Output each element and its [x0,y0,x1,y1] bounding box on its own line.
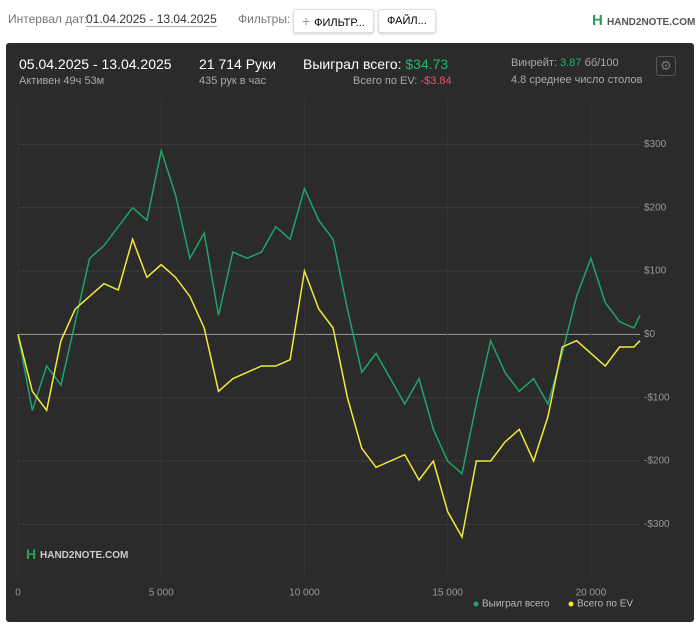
winrate-label: Винрейт: [511,57,558,69]
period: 05.04.2025 - 13.04.2025 [19,56,172,72]
hands: 21 714 Руки [199,56,276,72]
y-tick-label: -$100 [644,392,670,403]
logo: H HAND2NOTE.COM [592,12,696,29]
legend-label: Всего по EV [577,599,633,610]
active: Активен 49ч 53м [19,75,105,87]
series-line [17,147,641,476]
date-label: Интервал дат: [8,12,88,26]
y-tick-label: -$300 [644,519,670,530]
won-label: Выиграл всего: [303,56,402,72]
y-tick-label: -$200 [644,456,670,467]
x-tick-label: 0 [15,588,21,599]
x-tick-label: 10 000 [289,588,320,599]
series-line [17,236,641,540]
settings-button[interactable]: ⚙ [656,56,676,76]
y-tick-label: $300 [644,139,667,150]
y-tick-label: $100 [644,266,667,277]
winrate-value: 3.87 [560,57,582,69]
legend-label: Выиграл всего [482,599,550,610]
x-tick-label: 5 000 [149,588,174,599]
filters-label: Фильтры: [238,12,291,26]
x-tick-label: 20 000 [576,588,607,599]
ev-label: Всего по EV: [353,75,418,87]
winrate: Винрейт: 3.87 бб/100 [511,57,619,69]
chart: H HAND2NOTE.COM $300 $200 $100 $0 -$100 -$200… [15,100,670,610]
legend-marker [473,601,479,607]
x-tick-label: 15 000 [432,588,463,599]
y-tick-label: $0 [644,329,656,340]
y-tick-label: $200 [644,202,667,213]
date-range[interactable]: 01.04.2025 - 13.04.2025 [86,12,217,27]
ev-value: -$3.84 [420,75,452,87]
logo-text: HAND2NOTE.COM [607,17,696,28]
filter-button-text: ФИЛЬТР... [314,17,365,29]
chart-panel: 05.04.2025 - 13.04.2025 Активен 49ч 53м … [6,43,694,622]
won: Выиграл всего: $34.73 [303,56,448,72]
legend-marker [568,601,574,607]
ev: Всего по EV: -$3.84 [353,75,452,87]
won-value: $34.73 [405,56,449,72]
file-button[interactable]: ФАЙЛ... [378,9,436,33]
winrate-unit: бб/100 [584,57,619,69]
filter-button[interactable]: + ФИЛЬТР... [293,9,374,33]
watermark: H HAND2NOTE.COM [26,546,128,562]
tables: 4.8 среднее число столов [511,74,643,86]
rate: 435 рук в час [199,75,267,87]
